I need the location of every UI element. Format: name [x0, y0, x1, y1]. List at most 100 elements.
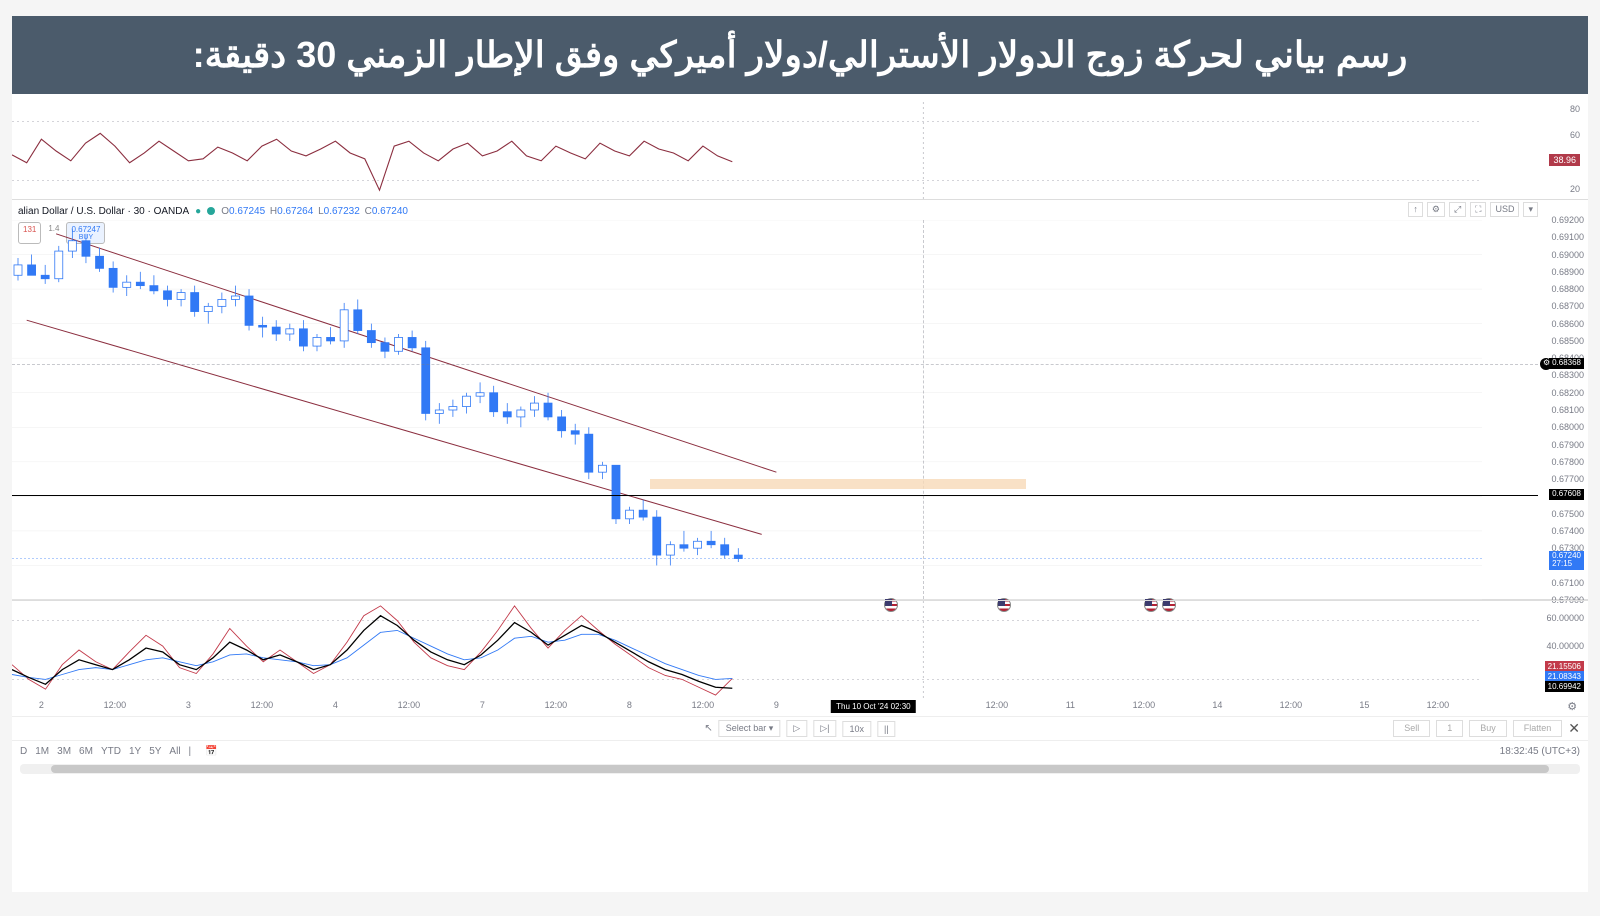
symbol-name[interactable]: alian Dollar / U.S. Dollar · 30 · OANDA: [18, 206, 189, 217]
price-panel[interactable]: 131 1.4 0.67247 BUY 0.692000.691000.6900…: [12, 220, 1588, 600]
stochastic-chart: [12, 601, 1532, 699]
crosshair-price-badge: 0.68368: [1549, 358, 1584, 369]
timeframe-All[interactable]: All: [169, 746, 180, 757]
time-tick: 11: [1066, 700, 1075, 710]
rsi-tick: 20: [1570, 184, 1580, 194]
price-tick: 0.69100: [1551, 232, 1584, 242]
price-tick: 0.67100: [1551, 578, 1584, 588]
hline-price-badge: 0.67608: [1549, 489, 1584, 500]
time-settings-icon[interactable]: ⚙: [1567, 700, 1577, 713]
price-tick: 0.68900: [1551, 267, 1584, 277]
stoch-k-badge: 10.69942: [1545, 681, 1584, 692]
stoch-tick: 60.00000: [1546, 613, 1584, 623]
collapse-icon[interactable]: ⤢: [1449, 202, 1466, 217]
time-tick: 7: [480, 700, 485, 710]
time-tick: 12:00: [104, 700, 127, 710]
timeframe-6M[interactable]: 6M: [79, 746, 93, 757]
clock: 18:32:45 (UTC+3): [1500, 746, 1580, 757]
price-tick: 0.69000: [1551, 250, 1584, 260]
scroll-thumb[interactable]: [51, 765, 1549, 773]
page-title: رسم بياني لحركة زوج الدولار الأسترالي/دو…: [12, 16, 1588, 94]
flatten-btn[interactable]: Flatten: [1513, 720, 1563, 737]
time-tick: 8: [627, 700, 632, 710]
footer-bar: D1M3M6MYTD1Y5YAll | 📅 18:32:45 (UTC+3): [12, 740, 1588, 762]
sell-btn[interactable]: Sell: [1393, 720, 1430, 737]
timeframe-1Y[interactable]: 1Y: [129, 746, 141, 757]
price-tick: 0.67800: [1551, 457, 1584, 467]
more-icon[interactable]: ▾: [1523, 202, 1538, 217]
speed-button[interactable]: 10x: [842, 721, 871, 737]
rsi-y-axis: 80 60 40 20 38.96: [1538, 102, 1588, 199]
time-tick: 12:00: [545, 700, 568, 710]
time-tick: 12:00: [1133, 700, 1156, 710]
time-tick: 15: [1359, 700, 1369, 710]
settings-icon[interactable]: ⚙: [1427, 202, 1445, 217]
price-tick: 0.69200: [1551, 215, 1584, 225]
rsi-panel[interactable]: 80 60 40 20 38.96: [12, 102, 1588, 200]
price-tick: 0.68600: [1551, 319, 1584, 329]
play-button[interactable]: ▷: [786, 720, 807, 737]
time-tick: 12:00: [986, 700, 1009, 710]
time-tick: 12:00: [1280, 700, 1303, 710]
price-tick: 0.67500: [1551, 509, 1584, 519]
time-tick: 12:00: [1427, 700, 1450, 710]
crosshair-h: [12, 364, 1538, 365]
time-tick: 12:00: [251, 700, 274, 710]
pause-button[interactable]: ||: [877, 721, 896, 737]
timeframe-3M[interactable]: 3M: [57, 746, 71, 757]
market-open-icon: ●: [195, 206, 201, 217]
rsi-tick: 60: [1570, 130, 1580, 140]
snapshot-icon[interactable]: ↑: [1408, 202, 1423, 217]
price-tick: 0.67400: [1551, 526, 1584, 536]
price-tick: 0.68200: [1551, 388, 1584, 398]
timeframe-5Y[interactable]: 5Y: [149, 746, 161, 757]
price-tick: 0.68700: [1551, 301, 1584, 311]
timeframe-D[interactable]: D: [20, 746, 27, 757]
price-tick: 0.67900: [1551, 440, 1584, 450]
ohlc-readout: O0.67245 H0.67264 L0.67232 C0.67240: [221, 206, 410, 217]
key-level-line[interactable]: [12, 495, 1538, 496]
timeframe-buttons: D1M3M6MYTD1Y5YAll | 📅: [20, 746, 218, 757]
price-tick: 0.68100: [1551, 405, 1584, 415]
status-dot: [207, 207, 215, 215]
time-tick: 3: [186, 700, 191, 710]
time-tick: 14: [1212, 700, 1222, 710]
panel-controls: ↑ ⚙ ⤢ ⛶ USD ▾: [1408, 202, 1538, 217]
stoch-y-axis: 60.00000 40.00000 20.00000 21.15506 21.0…: [1538, 601, 1588, 698]
price-tick: 0.68000: [1551, 422, 1584, 432]
current-price-badge: 0.6724027:15: [1549, 551, 1584, 571]
crosshair-gear-icon[interactable]: ⚙: [1540, 358, 1552, 370]
price-tick: 0.67700: [1551, 474, 1584, 484]
time-tick: 2: [39, 700, 44, 710]
close-icon[interactable]: ✕: [1568, 720, 1580, 737]
price-chart: [12, 220, 1532, 600]
rsi-value-badge: 38.96: [1549, 154, 1580, 166]
symbol-header: alian Dollar / U.S. Dollar · 30 · OANDA …: [12, 202, 1588, 220]
replay-toolbar: ↖ Select bar ▾ ▷ ▷| 10x || Sell 1 Buy Fl…: [12, 716, 1588, 740]
price-y-axis[interactable]: 0.692000.691000.690000.689000.688000.687…: [1538, 220, 1588, 599]
step-button[interactable]: ▷|: [813, 720, 836, 737]
currency-selector[interactable]: USD: [1490, 202, 1519, 217]
timeframe-1M[interactable]: 1M: [35, 746, 49, 757]
crosshair-v: [923, 220, 924, 599]
price-tick: 0.68500: [1551, 336, 1584, 346]
calendar-icon[interactable]: 📅: [205, 746, 217, 757]
select-bar-button[interactable]: Select bar ▾: [719, 720, 781, 737]
rsi-tick: 80: [1570, 104, 1580, 114]
timeframe-YTD[interactable]: YTD: [101, 746, 121, 757]
price-tick: 0.68300: [1551, 370, 1584, 380]
stoch-tick: 40.00000: [1546, 641, 1584, 651]
time-tick: 12:00: [692, 700, 715, 710]
time-tick: 12:00: [398, 700, 421, 710]
stochastic-panel[interactable]: 60.00000 40.00000 20.00000 21.15506 21.0…: [12, 600, 1588, 698]
qty-btn[interactable]: 1: [1436, 720, 1463, 737]
h-scrollbar[interactable]: [20, 764, 1580, 774]
cursor-icon[interactable]: ↖: [704, 723, 712, 734]
time-axis[interactable]: 2 12:00 3 12:00 4 12:00 7 12:00 8 12:00 9 12:00 12:0…: [12, 698, 1588, 716]
time-tick: 4: [333, 700, 338, 710]
fullscreen-icon[interactable]: ⛶: [1470, 202, 1486, 217]
supply-zone[interactable]: [650, 479, 1026, 489]
chart-container: 80 60 40 20 38.96 alian Dollar / U.S. Do…: [12, 102, 1588, 774]
time-tick: 9: [774, 700, 779, 710]
buy-btn[interactable]: Buy: [1469, 720, 1507, 737]
